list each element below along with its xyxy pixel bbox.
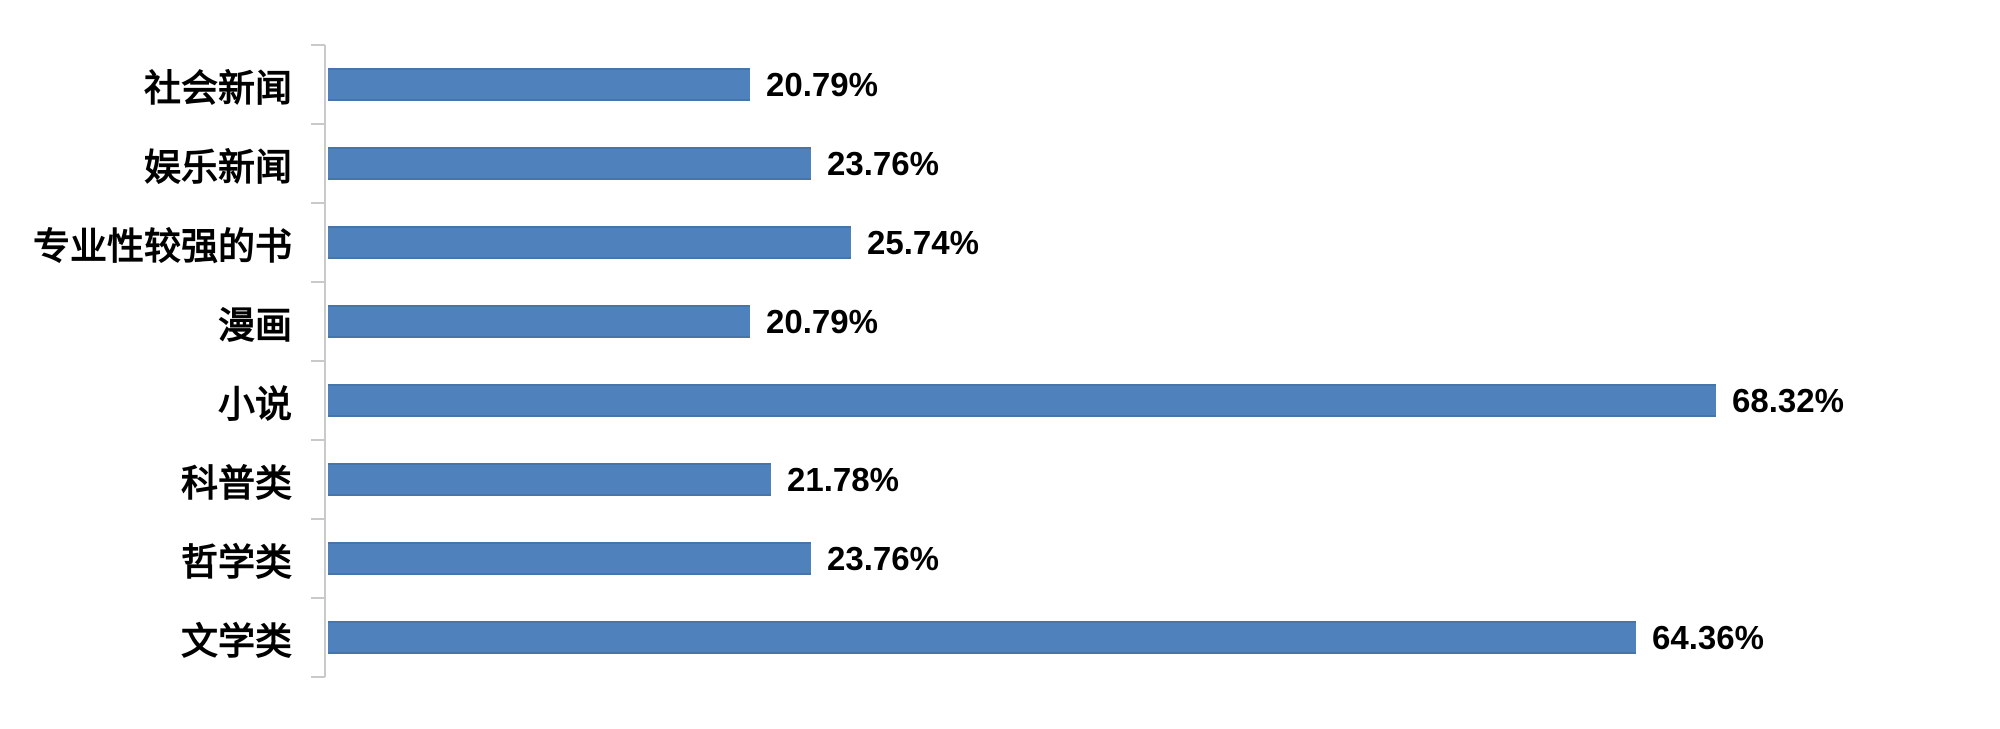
value-label: 21.78% — [787, 460, 899, 498]
category-label: 小说 — [218, 381, 292, 426]
axis-tick — [311, 439, 325, 441]
value-label: 25.74% — [867, 223, 979, 261]
bar-row: 科普类 21.78% — [0, 440, 2000, 519]
category-label: 科普类 — [181, 460, 292, 505]
bar — [328, 68, 750, 101]
bar-row: 哲学类 23.76% — [0, 519, 2000, 598]
bar — [328, 384, 1716, 417]
category-label: 文学类 — [181, 618, 292, 663]
bar — [328, 542, 811, 575]
axis-tick — [311, 676, 325, 678]
category-label: 漫画 — [218, 302, 292, 347]
bar-row: 社会新闻 20.79% — [0, 45, 2000, 124]
value-label: 20.79% — [766, 302, 878, 340]
axis-tick — [311, 281, 325, 283]
value-label: 68.32% — [1732, 381, 1844, 419]
bar-row: 专业性较强的书 25.74% — [0, 203, 2000, 282]
bar — [328, 147, 811, 180]
category-label: 娱乐新闻 — [144, 144, 292, 189]
category-axis-line — [324, 45, 326, 677]
bar-row: 小说 68.32% — [0, 361, 2000, 440]
axis-tick — [311, 202, 325, 204]
bar — [328, 226, 851, 259]
bar — [328, 305, 750, 338]
category-label: 专业性较强的书 — [33, 223, 292, 268]
axis-tick — [311, 360, 325, 362]
value-label: 23.76% — [827, 144, 939, 182]
category-label: 社会新闻 — [144, 65, 292, 110]
bar-row: 文学类 64.36% — [0, 598, 2000, 677]
axis-tick — [311, 44, 325, 46]
axis-tick — [311, 123, 325, 125]
value-label: 20.79% — [766, 65, 878, 103]
value-label: 23.76% — [827, 539, 939, 577]
bar — [328, 621, 1636, 654]
axis-tick — [311, 597, 325, 599]
category-label: 哲学类 — [181, 539, 292, 584]
bar-row: 娱乐新闻 23.76% — [0, 124, 2000, 203]
axis-tick — [311, 518, 325, 520]
bar — [328, 463, 771, 496]
value-label: 64.36% — [1652, 618, 1764, 656]
bar-row: 漫画 20.79% — [0, 282, 2000, 361]
